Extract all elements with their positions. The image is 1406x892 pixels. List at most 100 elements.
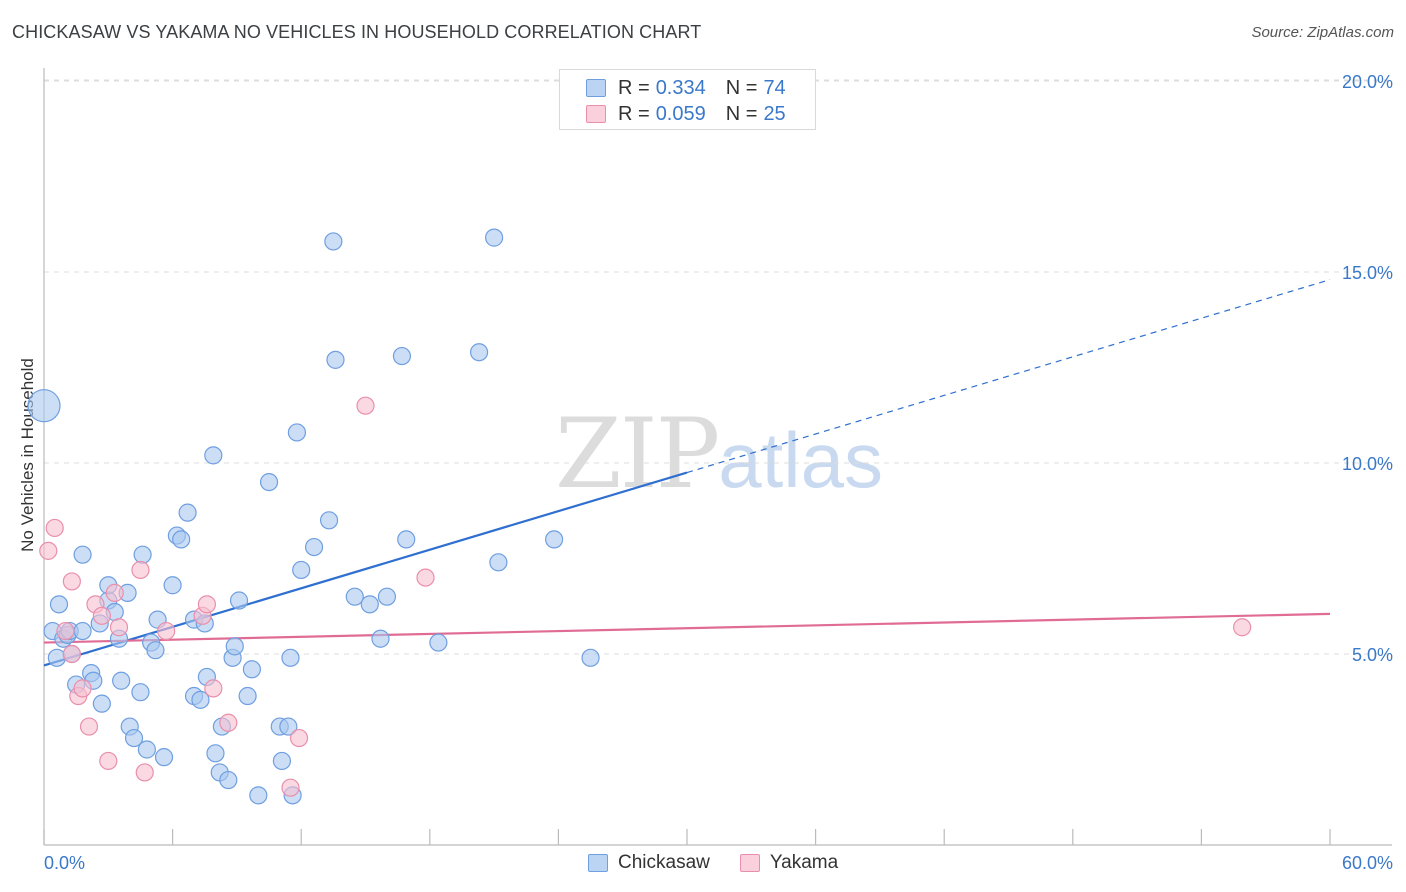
- chickasaw-point: [204, 446, 223, 465]
- chickasaw-point: [485, 228, 504, 247]
- chickasaw-point: [371, 629, 390, 648]
- yakama-point: [416, 568, 435, 587]
- n-label: N =: [725, 102, 758, 125]
- gridlines: [44, 79, 1392, 655]
- yakama-point: [62, 644, 81, 664]
- yakama-point: [109, 618, 129, 637]
- yakama-swatch: [739, 854, 760, 872]
- chickasaw-trend-extension: [686, 279, 1331, 474]
- legend-label: Chickasaw: [618, 852, 710, 873]
- yakama-trend-line: [43, 612, 1331, 644]
- yakama-point: [73, 679, 92, 698]
- tick-labels: 5.0% 10.0% 15.0% 20.0% 0.0% 60.0%: [44, 72, 1393, 873]
- yakama-point: [39, 541, 58, 560]
- chickasaw-point: [225, 637, 244, 656]
- chickasaw-point: [469, 343, 489, 362]
- chickasaw-point: [206, 744, 225, 763]
- chickasaw-point: [304, 537, 324, 557]
- yakama-point: [197, 595, 216, 614]
- data-points: [27, 228, 1252, 805]
- chickasaw-point: [73, 621, 92, 641]
- chickasaw-point: [397, 530, 416, 549]
- chickasaw-point: [545, 530, 564, 549]
- legend-row-yakama: R = 0.059 N = 25: [586, 102, 786, 126]
- source-credit: Source: ZipAtlas.com: [1251, 24, 1394, 41]
- chickasaw-point: [345, 587, 364, 606]
- yakama-point: [45, 518, 64, 538]
- chickasaw-point: [249, 786, 268, 805]
- chickasaw-point: [489, 553, 508, 572]
- chickasaw-point: [131, 683, 150, 702]
- chickasaw-point: [124, 728, 144, 748]
- yakama-point: [79, 717, 99, 736]
- yakama-point: [1233, 618, 1252, 637]
- chickasaw-point: [259, 473, 279, 492]
- legend-item-chickasaw: Chickasaw: [588, 852, 710, 874]
- yakama-point: [289, 728, 309, 748]
- series-legend: Chickasaw Yakama: [588, 852, 868, 874]
- legend-label: Yakama: [769, 852, 839, 873]
- stats-legend: R = 0.334 N = 74 R = 0.059 N = 25: [559, 69, 816, 130]
- yakama-point: [281, 778, 300, 797]
- yakama-point: [99, 751, 118, 771]
- r-value: 0.059: [655, 102, 706, 125]
- chickasaw-point: [191, 690, 210, 709]
- chickasaw-swatch: [588, 854, 608, 872]
- legend-item-yakama: Yakama: [739, 852, 839, 874]
- chickasaw-point: [429, 633, 448, 652]
- chickasaw-trend-line: [43, 471, 688, 667]
- n-value: 74: [763, 76, 786, 99]
- yakama-point: [56, 621, 75, 641]
- chickasaw-point: [49, 595, 69, 614]
- chickasaw-point: [242, 660, 262, 679]
- yakama-point: [219, 713, 238, 732]
- chickasaw-point: [137, 740, 156, 759]
- chickasaw-point: [377, 587, 397, 606]
- chickasaw-point: [238, 686, 257, 706]
- chickasaw-point: [73, 545, 92, 564]
- y-tick-label: 20.0%: [1342, 72, 1393, 92]
- x-tick-label: 0.0%: [44, 853, 85, 873]
- yakama-point: [204, 679, 223, 698]
- y-tick-label: 15.0%: [1342, 263, 1393, 283]
- trend-lines: [43, 279, 1331, 667]
- y-tick-label: 10.0%: [1342, 454, 1393, 474]
- chickasaw-point: [279, 717, 298, 736]
- yakama-point: [157, 621, 176, 641]
- chickasaw-point: [178, 503, 197, 522]
- chickasaw-point: [392, 346, 412, 366]
- chickasaw-point: [287, 423, 307, 442]
- chickasaw-point: [292, 560, 311, 580]
- chickasaw-point: [47, 648, 66, 667]
- chickasaw-swatch: [586, 79, 606, 97]
- chickasaw-point: [272, 751, 292, 771]
- chickasaw-point: [319, 511, 339, 530]
- r-label: R =: [618, 76, 650, 99]
- chart-title: CHICKASAW VS YAKAMA NO VEHICLES IN HOUSE…: [12, 22, 702, 42]
- chickasaw-point: [172, 530, 191, 549]
- chickasaw-point: [219, 770, 238, 790]
- legend-row-chickasaw: R = 0.334 N = 74: [586, 76, 786, 100]
- chickasaw-point: [324, 232, 343, 251]
- n-value: 25: [763, 102, 786, 125]
- chickasaw-point: [581, 648, 600, 667]
- yakama-point: [131, 560, 150, 580]
- n-label: N =: [725, 76, 758, 99]
- chickasaw-point: [281, 648, 300, 667]
- yakama-point: [105, 583, 124, 602]
- chickasaw-point: [133, 545, 152, 564]
- yakama-swatch: [586, 105, 606, 123]
- chickasaw-point: [229, 591, 249, 610]
- chickasaw-point: [163, 576, 182, 595]
- r-label: R =: [618, 102, 650, 125]
- chickasaw-point: [326, 350, 345, 369]
- chickasaw-point: [112, 671, 131, 690]
- chickasaw-point: [27, 389, 61, 423]
- yakama-point: [62, 572, 81, 591]
- axes: [43, 68, 1392, 846]
- x-tick-label: 60.0%: [1342, 853, 1393, 873]
- yakama-point: [135, 763, 154, 782]
- yakama-point: [92, 606, 111, 625]
- chickasaw-point: [360, 595, 379, 614]
